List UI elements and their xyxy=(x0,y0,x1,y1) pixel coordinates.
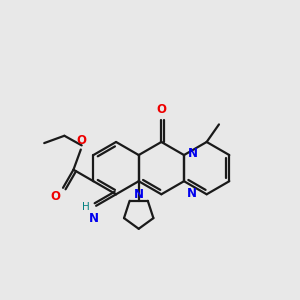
Text: O: O xyxy=(156,103,167,116)
Text: O: O xyxy=(76,134,86,147)
Text: N: N xyxy=(134,188,144,201)
Text: O: O xyxy=(51,190,61,203)
Text: N: N xyxy=(188,147,198,160)
Text: N: N xyxy=(89,212,99,225)
Text: N: N xyxy=(186,187,197,200)
Text: H: H xyxy=(82,202,90,212)
